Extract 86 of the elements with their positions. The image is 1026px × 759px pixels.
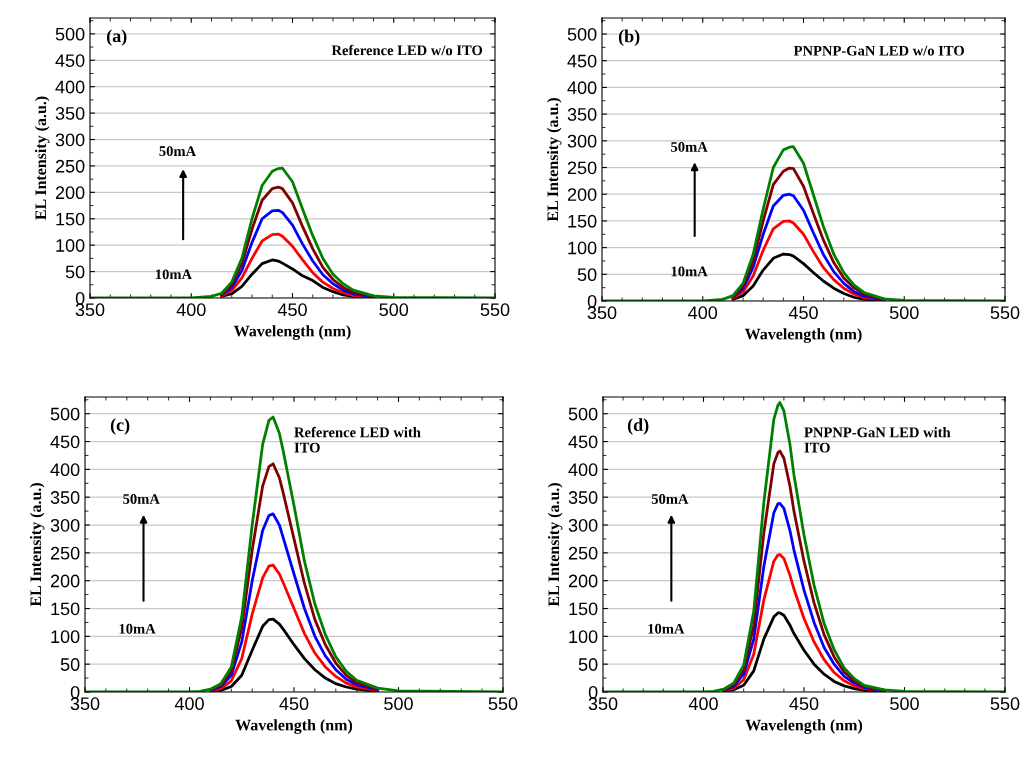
annotation: (a) [106,29,127,46]
x-tick-label: 400 [688,306,718,320]
y-tick-label: 200 [567,188,597,201]
y-tick-label: 100 [569,630,598,644]
y-tick-label: 200 [568,574,598,588]
y-tick-label: 0 [75,291,85,305]
y-tick-label: 500 [55,27,85,41]
y-tick-label: 350 [567,108,597,121]
annotation: Reference LED with ITO [294,426,421,453]
x-axis-title: Wavelength (nm) [235,719,353,734]
y-tick-label: 350 [55,107,85,120]
y-tick-label: 150 [56,212,85,226]
x-tick-label: 550 [990,306,1020,320]
y-axis-title: EL Intensity (a.u.) [29,483,45,607]
x-tick-label: 450 [279,697,309,711]
y-axis-title: EL Intensity (a.u.) [546,98,562,222]
y-tick-label: 50 [577,268,597,282]
y-tick-label: 450 [568,435,598,449]
x-tick-label: 500 [890,697,919,711]
y-tick-label: 200 [55,186,85,200]
x-tick-label: 450 [788,306,818,320]
y-tick-label: 300 [568,518,598,532]
y-tick-label: 0 [588,685,598,699]
x-tick-label: 550 [480,303,510,317]
y-tick-label: 150 [568,214,597,228]
y-tick-label: 100 [568,241,597,255]
y-tick-label: 500 [568,407,598,421]
y-tick-label: 150 [51,602,80,616]
annotation: 10mA [119,623,156,634]
line-series [209,512,379,692]
y-tick-label: 350 [568,491,598,504]
x-tick-label: 400 [176,303,206,317]
annotation: 10mA [155,269,192,280]
annotation: (b) [618,29,640,46]
x-tick-label: 450 [277,303,307,317]
annotation: (c) [110,418,130,435]
annotation: 50mA [123,494,160,504]
y-tick-label: 350 [50,491,80,504]
annotation: 50mA [159,146,197,157]
annotation: 10mA [648,623,685,634]
x-tick-label: 550 [990,697,1020,711]
y-tick-label: 450 [50,435,80,449]
y-tick-label: 250 [50,546,80,560]
y-tick-label: 300 [55,133,85,147]
x-axis-title: Wavelength (nm) [744,328,862,343]
y-tick-label: 0 [70,685,80,699]
y-tick-label: 250 [567,161,597,175]
annotation: PNPNP-GaN LED w/o ITO [793,45,964,56]
y-tick-label: 50 [65,265,85,279]
line-series [209,462,379,692]
y-axis-title: EL Intensity (a.u.) [34,96,50,220]
y-tick-label: 300 [50,518,80,532]
y-tick-label: 450 [567,54,597,68]
x-tick-label: 500 [384,697,413,711]
x-tick-label: 450 [789,697,819,711]
y-tick-label: 50 [578,658,598,671]
y-tick-label: 400 [50,463,80,477]
y-tick-label: 300 [567,134,597,148]
x-tick-label: 400 [688,697,718,711]
annotation: 10mA [671,266,708,277]
x-tick-label: 500 [889,306,919,320]
y-tick-label: 250 [55,159,85,173]
annotation: PNPNP-GaN LED with ITO [804,427,951,453]
y-tick-label: 50 [60,658,80,671]
y-tick-label: 150 [569,602,598,616]
x-tick-label: 400 [174,697,204,711]
y-tick-label: 400 [567,81,597,95]
y-tick-label: 200 [50,574,80,588]
y-tick-label: 450 [55,54,85,67]
y-tick-label: 0 [587,294,597,308]
x-axis-title: Wavelength (nm) [233,325,351,340]
x-axis-title: Wavelength (nm) [745,719,863,734]
y-tick-label: 100 [56,239,85,252]
y-tick-label: 400 [55,80,85,94]
annotation: Reference LED w/o ITO [331,44,483,56]
y-axis-title: EL Intensity (a.u.) [547,483,563,607]
y-tick-label: 500 [50,407,80,421]
y-tick-label: 400 [568,463,598,477]
annotation: 50mA [671,141,708,152]
annotation: 50mA [651,494,689,504]
y-tick-label: 250 [568,546,598,560]
annotation: (d) [627,418,649,435]
x-tick-label: 550 [488,697,518,711]
y-tick-label: 500 [567,27,597,41]
y-tick-label: 100 [51,630,80,644]
x-tick-label: 500 [379,303,409,317]
